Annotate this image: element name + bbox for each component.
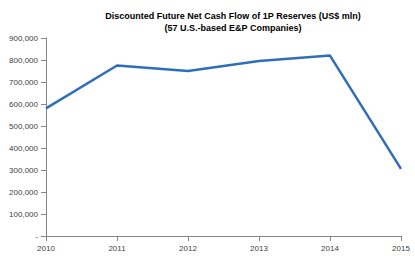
svg-text:400,000: 400,000 [9,144,38,153]
svg-text:800,000: 800,000 [9,56,38,65]
svg-text:2010: 2010 [37,244,55,253]
svg-text:100,000: 100,000 [9,210,38,219]
svg-text:900,000: 900,000 [9,34,38,43]
svg-text:2015: 2015 [392,244,410,253]
svg-text:-: - [35,232,38,241]
svg-text:2011: 2011 [108,244,126,253]
svg-text:600,000: 600,000 [9,100,38,109]
svg-text:2014: 2014 [321,244,339,253]
svg-text:700,000: 700,000 [9,78,38,87]
svg-text:(57 U.S.-based E&P Companies): (57 U.S.-based E&P Companies) [165,23,302,33]
svg-text:200,000: 200,000 [9,188,38,197]
svg-text:2012: 2012 [179,244,197,253]
svg-text:Discounted Future Net Cash Flo: Discounted Future Net Cash Flow of 1P Re… [105,11,360,21]
svg-text:500,000: 500,000 [9,122,38,131]
svg-text:300,000: 300,000 [9,166,38,175]
svg-text:2013: 2013 [250,244,268,253]
